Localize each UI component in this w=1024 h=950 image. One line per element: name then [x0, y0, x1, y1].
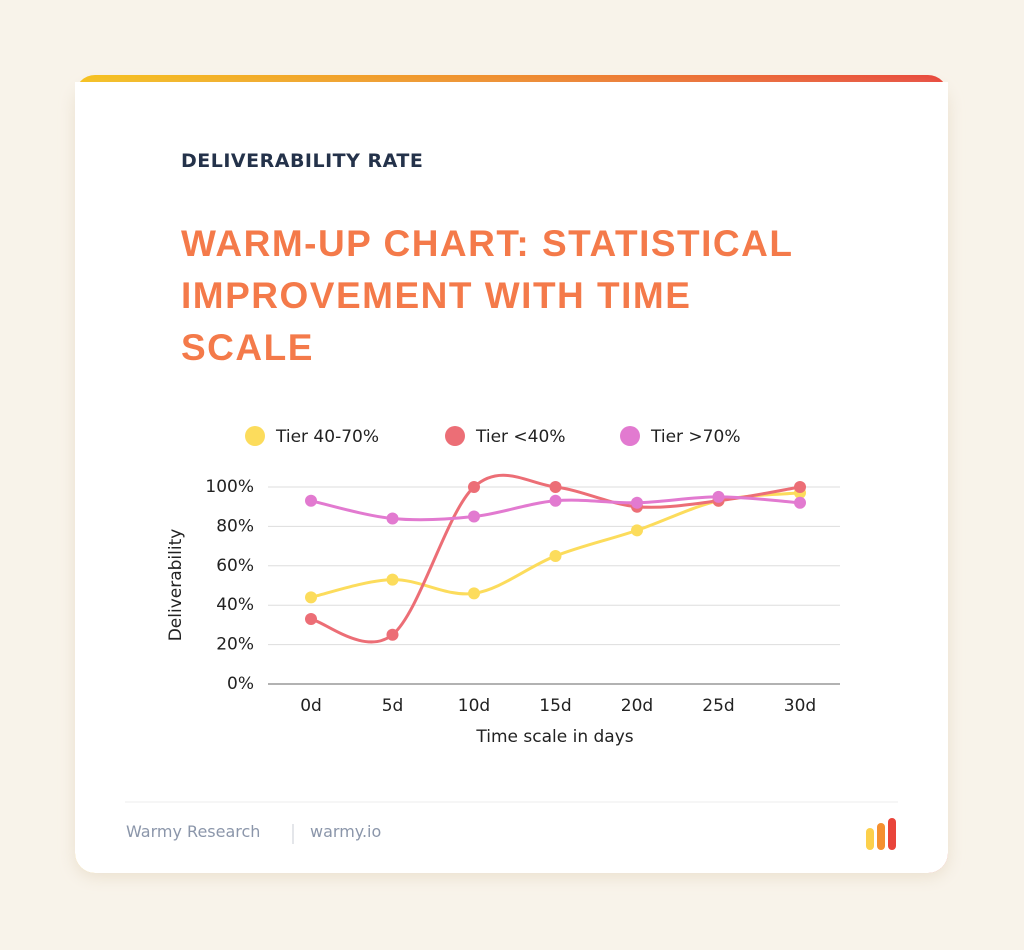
legend-marker [445, 426, 465, 446]
data-point [305, 591, 317, 604]
y-axis-label: Deliverability [166, 529, 186, 642]
logo-bar [866, 828, 874, 850]
data-point [468, 481, 480, 493]
x-tick-label: 25d [702, 696, 734, 716]
y-tick-label: 60% [216, 556, 254, 576]
x-tick-label: 30d [784, 696, 816, 716]
data-point [549, 494, 562, 507]
data-point [305, 494, 317, 507]
legend-label: Tier 40-70% [275, 427, 379, 447]
x-tick-label: 0d [300, 696, 322, 716]
footer-source: Warmy Research [126, 822, 261, 841]
y-tick-label: 100% [205, 477, 254, 497]
data-point [794, 481, 806, 493]
data-point [549, 481, 562, 493]
chart-title: WARM-UP CHART: STATISTICAL IMPROVEMENT W… [181, 223, 793, 368]
logo-bar [888, 818, 896, 850]
data-point [468, 587, 480, 600]
data-point [549, 549, 562, 562]
x-tick-label: 5d [382, 696, 404, 716]
legend-label: Tier <40% [475, 427, 565, 447]
data-point [386, 628, 399, 641]
y-tick-label: 0% [227, 674, 254, 694]
x-tick-label: 10d [458, 696, 490, 716]
logo-bar [877, 823, 885, 850]
data-point [386, 573, 399, 586]
x-tick-label: 20d [621, 696, 653, 716]
x-tick-label: 15d [539, 696, 571, 716]
chart-subtitle: DELIVERABILITY RATE [181, 150, 424, 172]
y-tick-label: 40% [216, 595, 254, 615]
y-tick-label: 80% [216, 516, 254, 536]
y-tick-label: 20% [216, 635, 254, 655]
data-point [631, 496, 643, 509]
data-point [305, 612, 317, 625]
legend-marker [245, 426, 265, 446]
data-point [386, 512, 399, 525]
legend-marker [620, 426, 640, 446]
data-point [794, 496, 806, 509]
data-point [631, 524, 643, 537]
legend-label: Tier >70% [650, 427, 740, 447]
data-point [468, 510, 480, 523]
data-point [712, 490, 725, 503]
footer-site: warmy.io [310, 822, 382, 841]
card-top [75, 82, 948, 112]
x-axis-label: Time scale in days [475, 727, 633, 747]
